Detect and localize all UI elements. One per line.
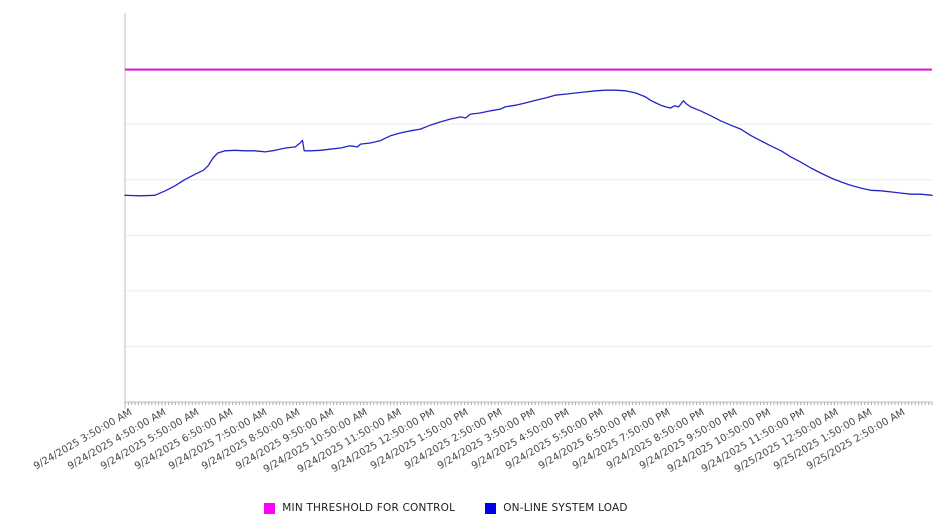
x-axis-ticks (124, 402, 933, 405)
legend-label-min-threshold: MIN THRESHOLD FOR CONTROL (282, 502, 456, 514)
legend: MIN THRESHOLD FOR CONTROL ON-LINE SYSTEM… (0, 502, 892, 514)
legend-item-system-load: ON-LINE SYSTEM LOAD (485, 502, 628, 514)
system-load-line (124, 89, 933, 197)
legend-swatch-threshold-icon (264, 502, 276, 514)
legend-label-system-load: ON-LINE SYSTEM LOAD (503, 502, 628, 514)
legend-swatch-load-icon (485, 502, 497, 514)
legend-item-min-threshold: MIN THRESHOLD FOR CONTROL (264, 502, 455, 514)
